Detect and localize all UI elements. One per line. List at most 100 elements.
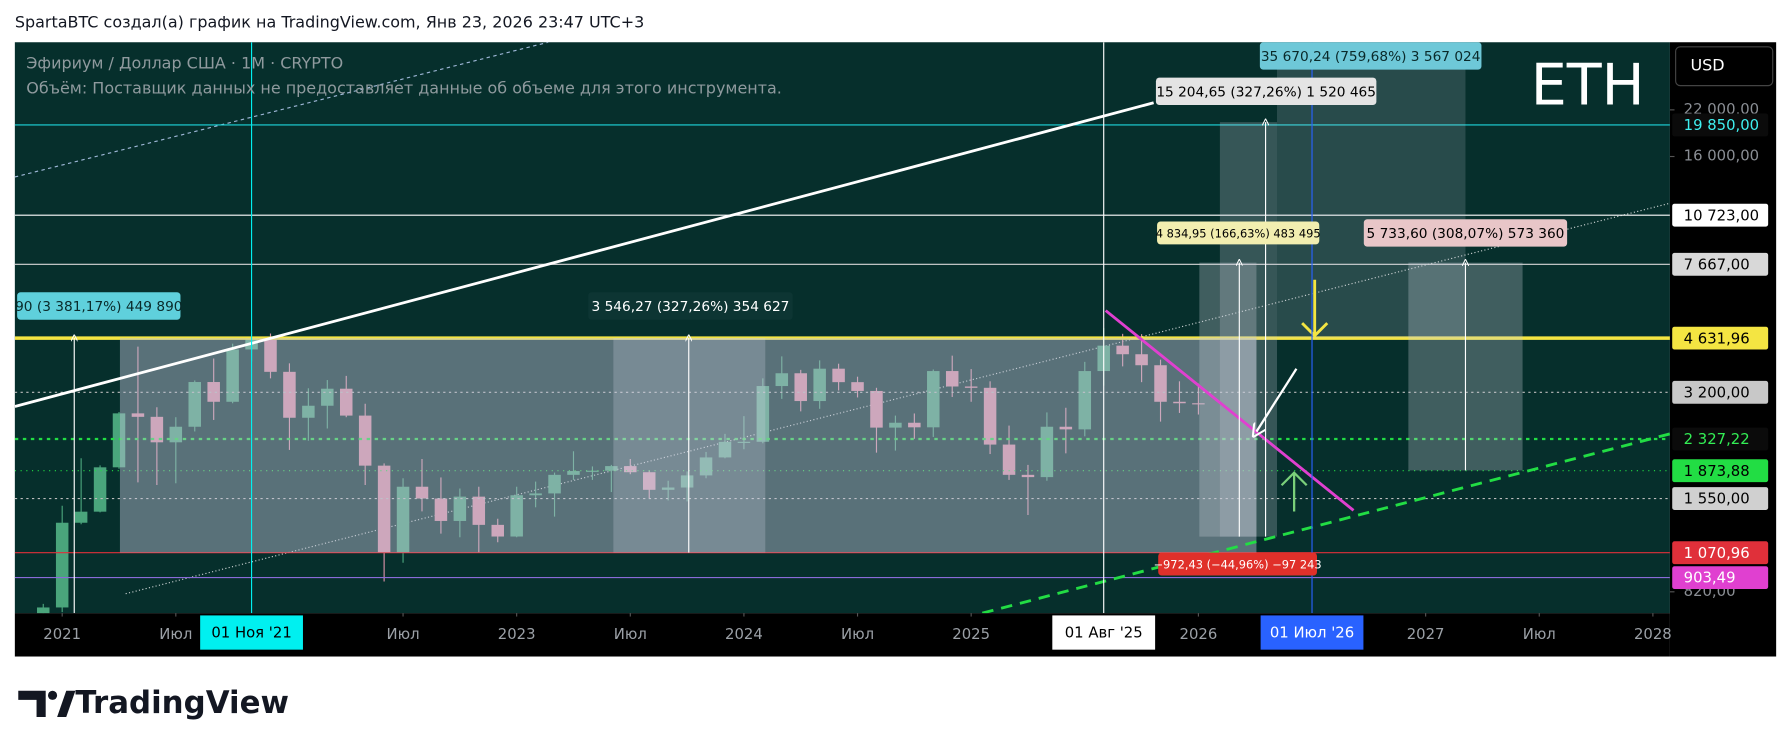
candle-body	[472, 496, 486, 525]
candle-body	[529, 493, 542, 496]
measure-label-bg	[1157, 221, 1320, 245]
price-badge-label: 1 873,88	[1684, 463, 1750, 480]
measure-label: 90 (3 381,17%) 449 890	[15, 299, 182, 315]
x-tick-label: Июл	[1523, 626, 1556, 643]
date-badge	[200, 615, 303, 650]
candle-body	[1078, 371, 1092, 430]
plot-background	[14, 42, 1670, 614]
candle-body	[283, 371, 296, 418]
price-badge	[1672, 541, 1769, 565]
candle-body	[358, 415, 372, 466]
y-tick-label: 16 000,00	[1684, 148, 1759, 165]
candle-body	[510, 495, 523, 537]
date-badge	[1260, 615, 1364, 650]
price-badge	[1672, 487, 1769, 510]
candle-body	[377, 465, 391, 553]
candle-body	[131, 413, 145, 417]
date-badge	[1052, 615, 1156, 650]
candle-body	[415, 486, 429, 499]
dashed-channel-line	[14, 42, 549, 178]
candle-body	[207, 382, 220, 402]
candle-body	[851, 382, 864, 391]
header-text: SpartaBTC создал(а) график на TradingVie…	[15, 12, 644, 31]
candle-body	[188, 382, 201, 427]
chart-subtitle: Объём: Поставщик данных не предоставляет…	[26, 79, 782, 98]
price-badge-label: 4 631,96	[1684, 330, 1750, 347]
measure-label: −972,43 (−44,96%) −97 243	[1154, 558, 1322, 572]
price-badge-label: 1 550,00	[1684, 491, 1750, 508]
measure-label: 5 733,60 (308,07%) 573 360	[1367, 226, 1565, 242]
symbol-label: ETH	[1531, 53, 1645, 119]
candle-body	[832, 368, 845, 383]
candle-body	[699, 457, 713, 476]
price-badge-label: 10 723,00	[1684, 207, 1759, 224]
candle-body	[491, 524, 504, 537]
candle-body	[1059, 426, 1073, 430]
x-tick-label: 2026	[1180, 626, 1218, 643]
candle-body	[605, 466, 618, 471]
measure-label: 4 834,95 (166,63%) 483 495	[1156, 227, 1321, 241]
candle-body	[37, 607, 50, 614]
measure-label: 15 204,65 (327,26%) 1 520 465	[1156, 84, 1376, 100]
x-tick-label: 2021	[43, 626, 81, 643]
price-badge-label: 3 200,00	[1684, 384, 1750, 401]
candle-body	[661, 487, 675, 490]
plot	[14, 42, 1670, 614]
overlay: 90 (3 381,17%) 449 890 3 546,27 (327,26%)…	[15, 42, 1769, 650]
candle-body	[1021, 474, 1035, 478]
candle-body	[794, 373, 807, 402]
price-badge-label: 903,49	[1684, 570, 1736, 587]
price-badge	[1672, 427, 1769, 451]
date-badge-label: 01 Авг '25	[1065, 625, 1143, 642]
candle-body	[1135, 354, 1148, 366]
date-badge-label: 01 Ноя '21	[211, 625, 291, 642]
candle-body	[1192, 403, 1205, 405]
candle-body	[964, 386, 978, 388]
x-tick-label: 2028	[1634, 626, 1672, 643]
brand-name: TradingView	[75, 685, 289, 721]
candle-body	[1040, 426, 1054, 478]
measure-label-bg	[17, 292, 181, 320]
candle-body	[453, 496, 467, 521]
candle-body	[226, 349, 239, 402]
candle-body	[548, 474, 561, 494]
support-line	[981, 432, 1670, 614]
price-badge	[1672, 566, 1769, 590]
currency-label[interactable]: USD	[1690, 56, 1724, 75]
x-tick-label: Июл	[841, 626, 874, 643]
white-arrow	[1256, 368, 1298, 432]
candle-body	[434, 498, 448, 521]
currency-button[interactable]	[1675, 46, 1774, 87]
date-badge-label: 01 Июл '26	[1270, 625, 1354, 642]
measure-label-bg	[1259, 42, 1482, 70]
price-badge	[1672, 252, 1769, 276]
candle-body	[680, 475, 694, 488]
drawing-box	[1219, 122, 1278, 537]
candle-body	[870, 390, 883, 428]
price-badge-label: 7 667,00	[1684, 256, 1750, 273]
x-tick-label: 2027	[1407, 626, 1445, 643]
measure-label: 35 670,24 (759,68%) 3 567 024	[1261, 49, 1481, 65]
candle-body	[927, 371, 940, 428]
candle-body	[112, 413, 126, 468]
candle-body	[983, 387, 997, 445]
measure-label-bg	[1363, 219, 1568, 247]
candle-body	[624, 466, 637, 473]
candle-body	[1116, 345, 1129, 355]
measure-label-bg	[1158, 552, 1317, 576]
green-arrow	[1280, 471, 1308, 512]
x-tick-label: 2024	[725, 626, 763, 643]
candle-body	[169, 426, 183, 443]
chart-title: Эфириум / Доллар США · 1М · CRYPTO	[26, 53, 343, 72]
candle-body	[321, 388, 334, 406]
candle-body	[1002, 444, 1016, 475]
measure-label: 3 546,27 (327,26%) 354 627	[592, 299, 790, 315]
x-tick-label: Июл	[387, 626, 420, 643]
x-tick-label: Июл	[159, 626, 192, 643]
x-tick-label: 2023	[498, 626, 536, 643]
candle-body	[302, 405, 315, 418]
price-badge	[1672, 326, 1769, 350]
candle-body	[264, 338, 277, 372]
candle-body	[889, 422, 902, 428]
x-tick-label: Июл	[614, 626, 647, 643]
